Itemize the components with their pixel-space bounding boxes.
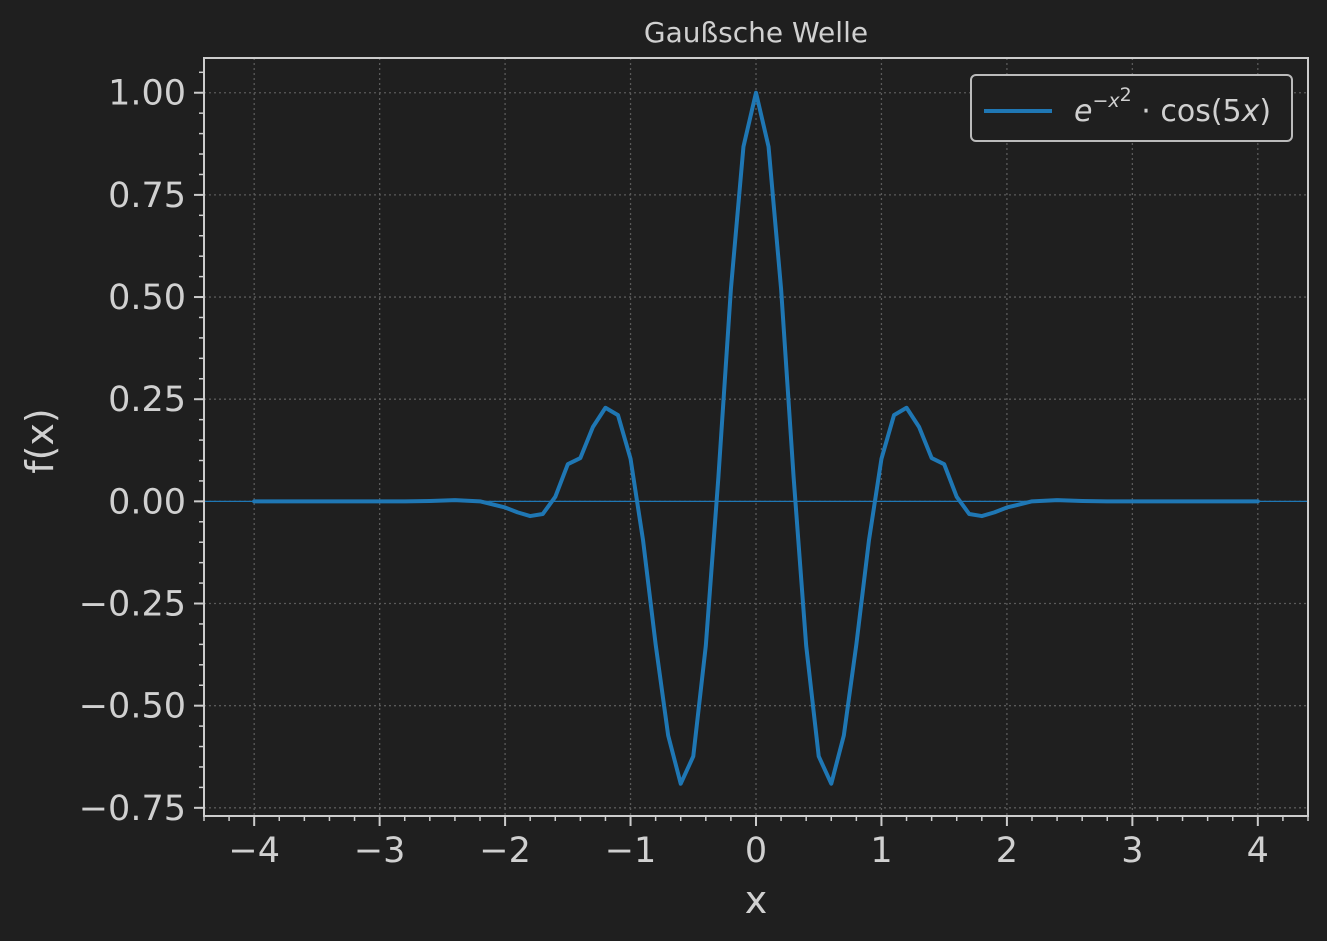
legend: e−x2 · cos(5x) — [970, 74, 1293, 142]
x-tick-label: 1 — [870, 831, 892, 871]
legend-label-part: 2 — [1120, 84, 1132, 106]
x-tick-label: 0 — [745, 831, 767, 871]
legend-label: e−x2 · cos(5x) — [1074, 84, 1271, 129]
x-tick-label: 3 — [1121, 831, 1143, 871]
legend-box — [970, 74, 1293, 142]
y-tick-label: −0.50 — [79, 687, 186, 727]
x-tick-label: −2 — [479, 831, 531, 871]
legend-label-part: −x — [1092, 90, 1120, 112]
x-tick-label: 2 — [996, 831, 1018, 871]
x-tick-label: 4 — [1247, 831, 1269, 871]
y-tick-label: 0.25 — [108, 380, 186, 420]
y-tick-label: 0.00 — [108, 482, 186, 522]
y-tick-label: 0.75 — [108, 176, 186, 216]
ticks: −4 −3 −2 −1 0 1 2 3 4 −0.75 −0.50 −0.25 0.00 0.25 0.50… — [79, 71, 1309, 871]
y-tick-label: 1.00 — [108, 74, 186, 114]
y-axis-label: f(x) — [18, 408, 62, 474]
x-axis-label: x — [745, 878, 768, 922]
y-tick-label: 0.50 — [108, 278, 186, 318]
legend-label-part: x — [1241, 94, 1260, 129]
legend-label-part: e — [1074, 94, 1092, 129]
y-tick-label: −0.75 — [79, 789, 186, 829]
legend-label-part: ) — [1259, 94, 1271, 129]
legend-label-part: · cos(5 — [1132, 94, 1242, 129]
x-tick-label: −1 — [605, 831, 657, 871]
series-layer — [252, 90, 1260, 786]
x-tick-label: −3 — [354, 831, 406, 871]
chart-title: Gaußsche Welle — [644, 16, 868, 49]
y-tick-label: −0.25 — [79, 585, 186, 625]
x-tick-label: −4 — [228, 831, 280, 871]
series-line — [252, 90, 1260, 786]
